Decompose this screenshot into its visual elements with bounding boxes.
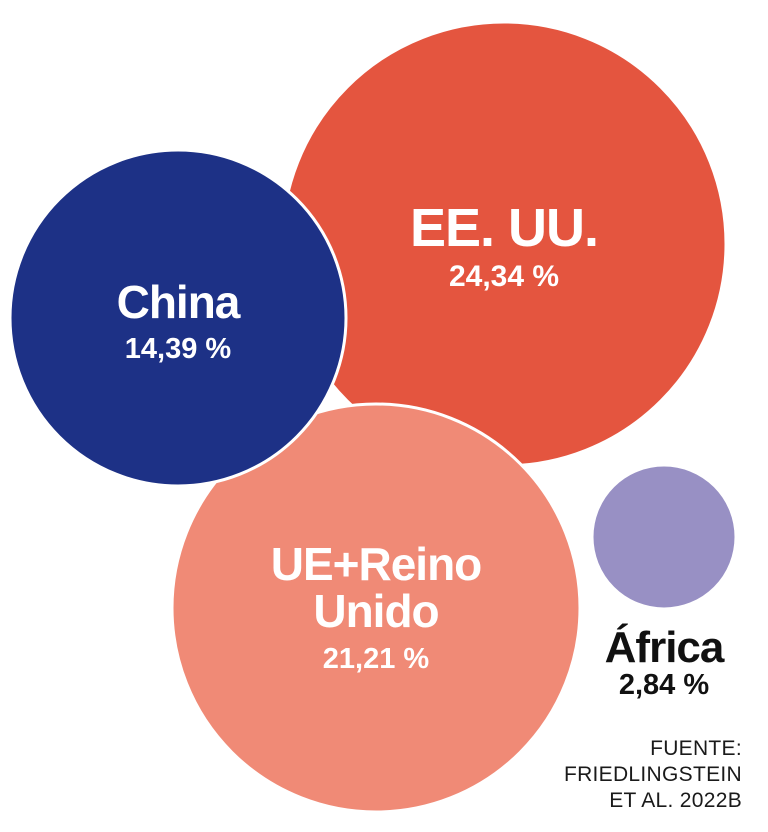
bubble-name-china: China [117,276,241,328]
bubble-name-africa: África [605,622,725,672]
source-note: FUENTE: FRIEDLINGSTEIN ET AL. 2022B [522,736,742,814]
bubble-africa [590,463,738,611]
bubble-name-ue-reino-unido-line-1: UE+Reino [271,538,482,590]
bubble-value-africa: 2,84 % [619,669,709,701]
source-line-3: ET AL. 2022B [609,789,742,812]
bubble-name-ue-reino-unido-line-2: Unido [313,585,438,637]
bubble-name-ee-uu: EE. UU. [410,198,598,258]
source-line-1: FUENTE: [650,737,742,760]
bubble-china [8,148,348,488]
source-line-2: FRIEDLINGSTEIN [563,763,742,786]
bubble-ue-reino-unido [170,402,582,814]
bubble-value-ue-reino-unido: 21,21 % [323,643,430,675]
bubble-value-china: 14,39 % [125,333,232,365]
bubble-value-ee-uu: 24,34 % [449,260,559,293]
bubbles-group [8,20,738,814]
